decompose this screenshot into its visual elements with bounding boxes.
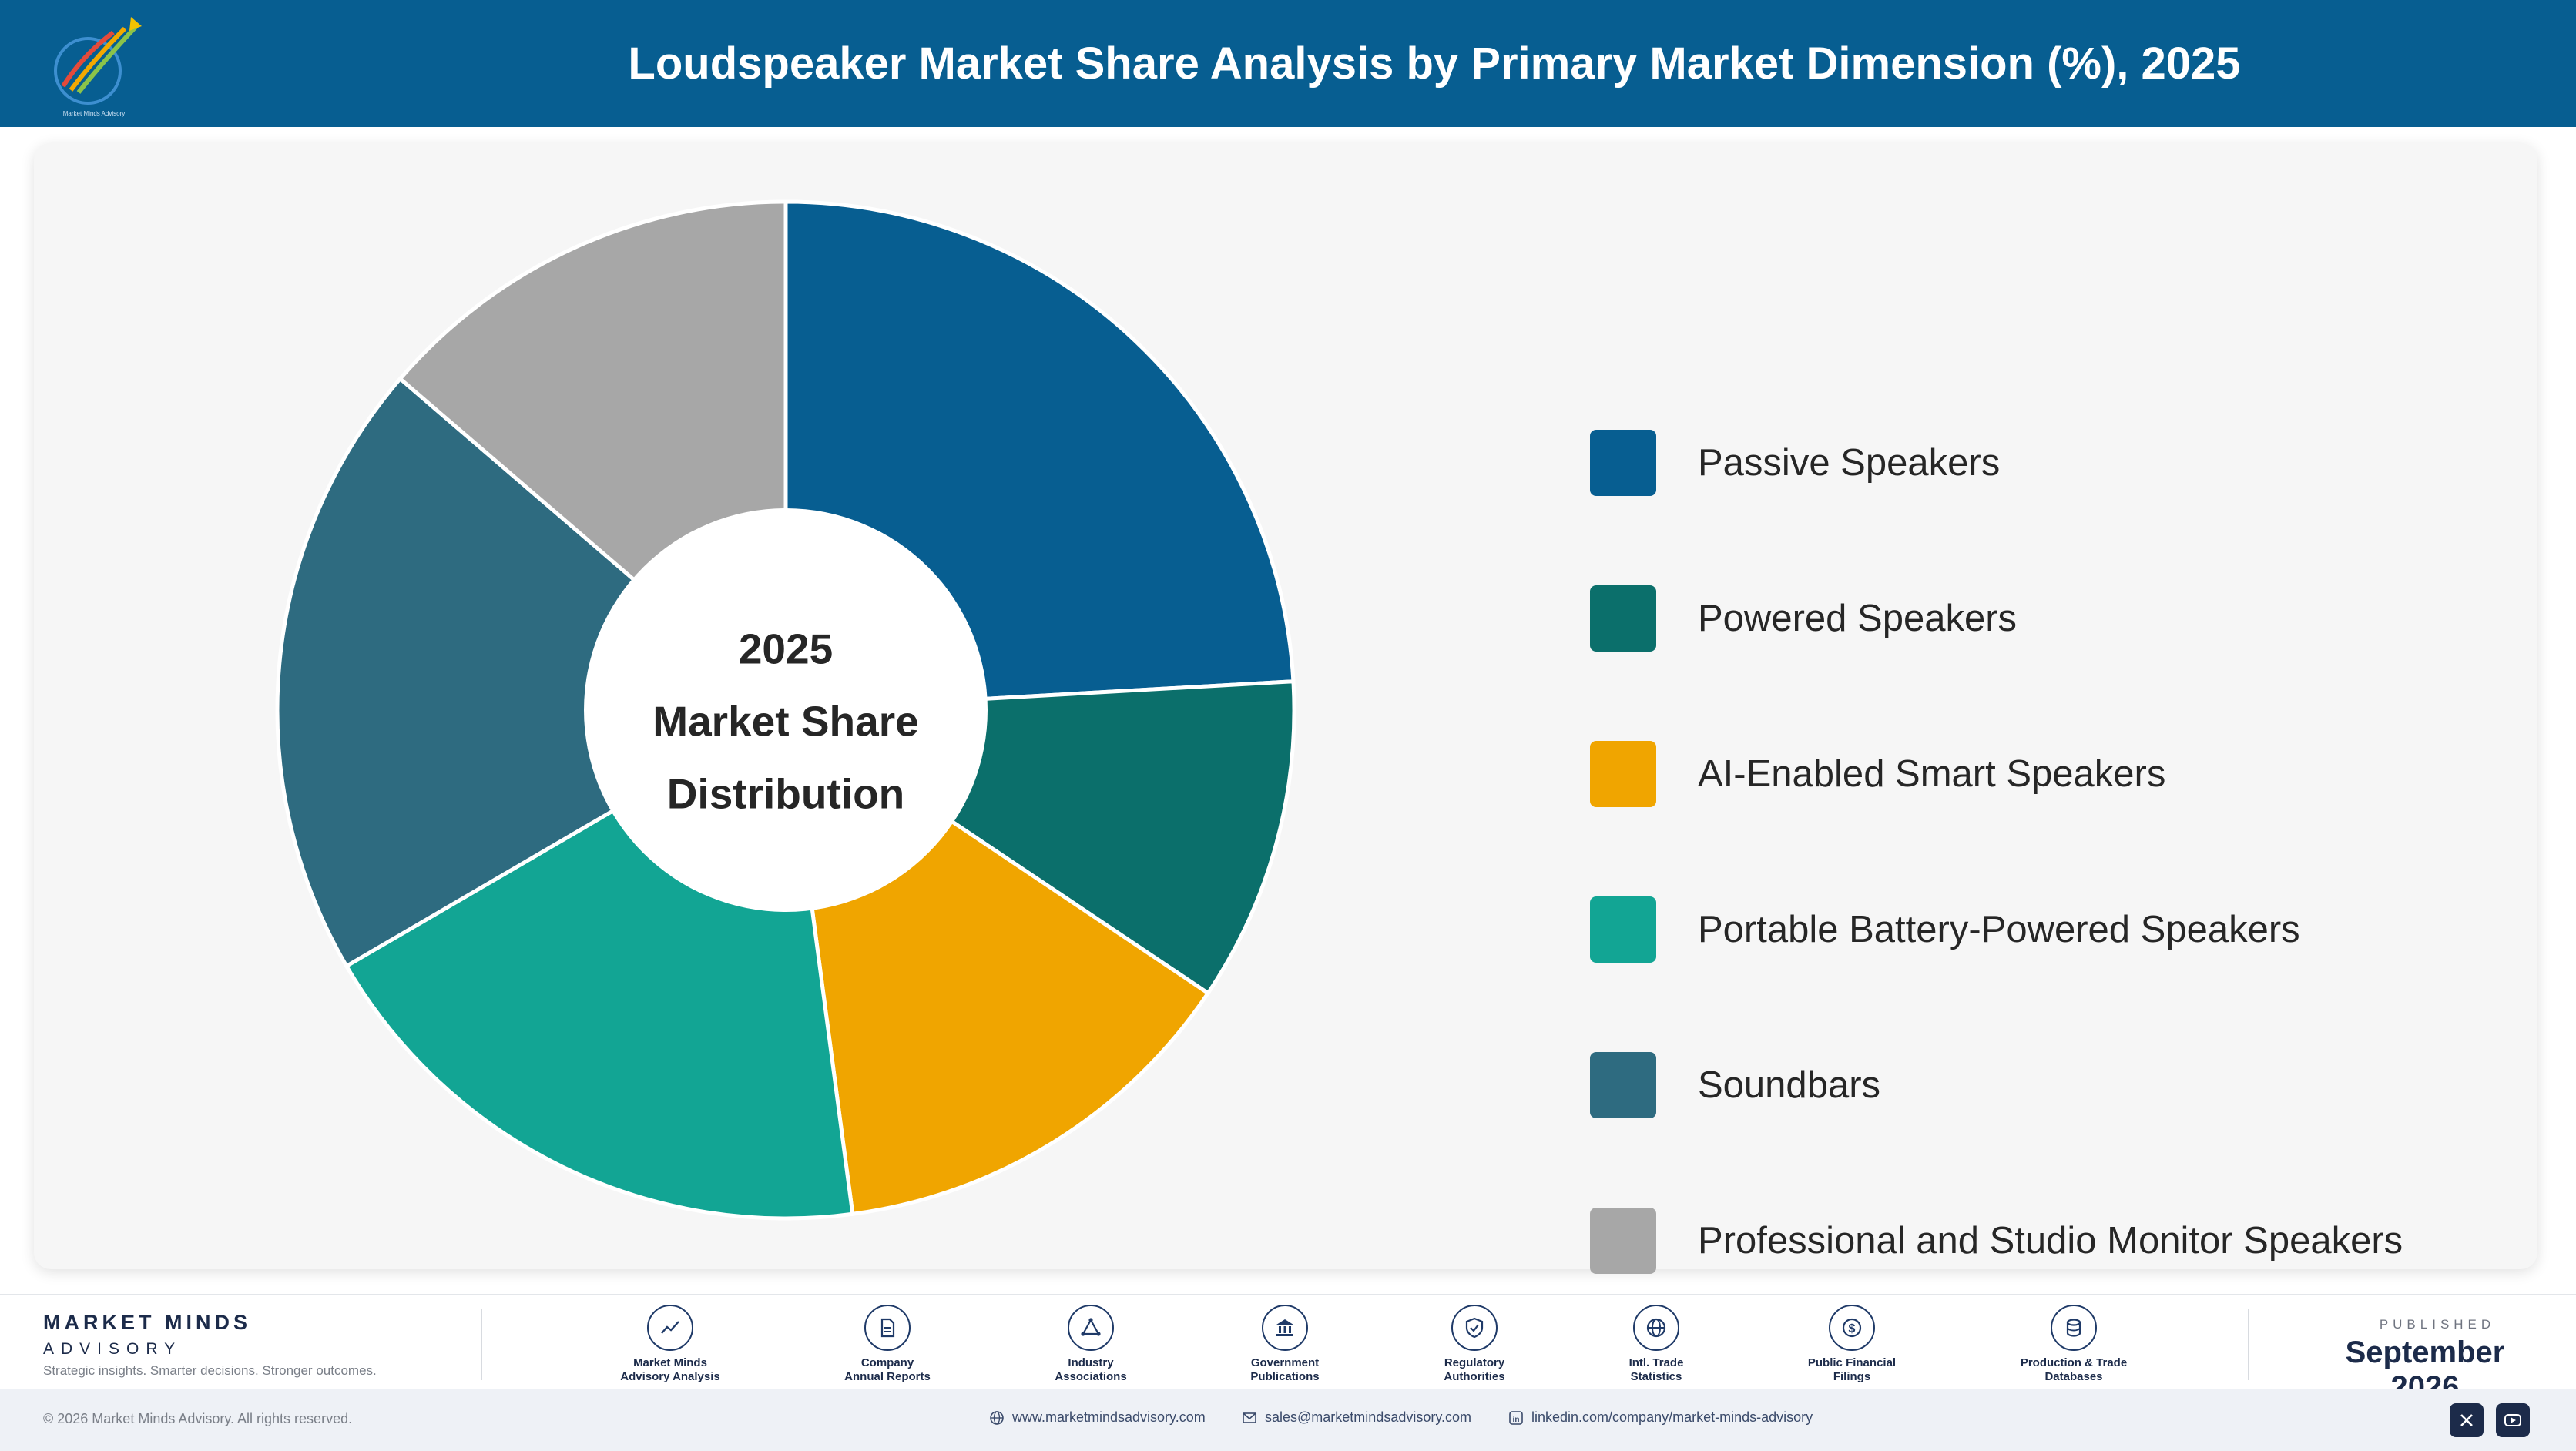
- source-label-line1: Government: [1250, 1356, 1320, 1369]
- legend-item[interactable]: Portable Battery-Powered Speakers: [1590, 896, 2514, 964]
- source-production-trade-databases[interactable]: Production & Trade Databases: [1997, 1305, 2151, 1384]
- svg-text:in: in: [1513, 1416, 1520, 1424]
- brand-subtitle: ADVISORY: [43, 1340, 183, 1358]
- market-share-donut-chart: 2025 Market Share Distribution: [275, 199, 1296, 1221]
- legend-label: Portable Battery-Powered Speakers: [1698, 909, 2300, 950]
- copyright-text: © 2026 Market Minds Advisory. All rights…: [43, 1411, 353, 1426]
- legend-swatch: [1590, 896, 1656, 963]
- x-icon[interactable]: [2450, 1403, 2484, 1437]
- database-icon: [2051, 1305, 2097, 1351]
- center-label-year: 2025: [739, 625, 833, 673]
- legend-label: AI-Enabled Smart Speakers: [1698, 753, 2166, 795]
- legend-swatch: [1590, 1208, 1656, 1274]
- source-label-line2: Annual Reports: [844, 1370, 931, 1383]
- source-company-annual-reports[interactable]: Company Annual Reports: [810, 1305, 964, 1384]
- donut-center: [584, 508, 988, 912]
- svg-text:Market Minds Advisory: Market Minds Advisory: [63, 110, 125, 117]
- legend-item[interactable]: Soundbars: [1590, 1052, 2514, 1120]
- source-label-line2: Authorities: [1444, 1370, 1505, 1383]
- linkedin-text: linkedin.com/company/market-minds-adviso…: [1531, 1409, 1813, 1425]
- legend-swatch: [1590, 1052, 1656, 1118]
- linkedin-icon: in: [1508, 1410, 1524, 1426]
- legend-label: Powered Speakers: [1698, 598, 2018, 639]
- globe-icon: [1633, 1305, 1679, 1351]
- email-text: sales@marketmindsadvisory.com: [1265, 1409, 1472, 1425]
- source-regulatory-authorities[interactable]: Regulatory Authorities: [1397, 1305, 1551, 1384]
- legend-label: Passive Speakers: [1698, 442, 2001, 484]
- legend-swatch: [1590, 430, 1656, 496]
- footer-divider: [481, 1309, 482, 1380]
- chart-card: 2025 Market Share Distribution Passive S…: [34, 143, 2537, 1274]
- center-label-title: Market Share: [652, 698, 918, 746]
- shield-check-icon: [1451, 1305, 1498, 1351]
- source-intl-trade-statistics[interactable]: Intl. Trade Statistics: [1579, 1305, 1733, 1384]
- legend-item[interactable]: Professional and Studio Monitor Speakers: [1590, 1208, 2514, 1275]
- legend-item[interactable]: Powered Speakers: [1590, 585, 2514, 653]
- source-label-line1: Intl. Trade: [1628, 1356, 1684, 1369]
- published-label: PUBLISHED: [2379, 1317, 2496, 1332]
- source-label-line2: Databases: [2044, 1370, 2103, 1383]
- network-icon: [1068, 1305, 1114, 1351]
- legend-swatch: [1590, 585, 1656, 652]
- source-public-financial-filings[interactable]: $ Public Financial Filings: [1775, 1305, 1929, 1384]
- source-label-line1: Company: [860, 1356, 914, 1369]
- legend-item[interactable]: AI-Enabled Smart Speakers: [1590, 741, 2514, 809]
- source-label-line1: Public Financial: [1807, 1356, 1897, 1369]
- brand-tagline: Strategic insights. Smarter decisions. S…: [43, 1363, 377, 1378]
- source-government-publications[interactable]: Government Publications: [1208, 1305, 1362, 1384]
- source-label-line2: Advisory Analysis: [620, 1370, 720, 1383]
- source-label-line1: Market Minds: [633, 1356, 707, 1369]
- trend-chart-icon: [647, 1305, 693, 1351]
- footer: MARKET MINDS ADVISORY Strategic insights…: [0, 1294, 2576, 1451]
- government-building-icon: [1262, 1305, 1308, 1351]
- source-label-line2: Publications: [1250, 1370, 1320, 1383]
- source-label-line2: Statistics: [1630, 1370, 1682, 1383]
- footer-divider: [2248, 1309, 2249, 1380]
- legend-label: Soundbars: [1698, 1064, 1881, 1106]
- source-industry-associations[interactable]: Industry Associations: [1014, 1305, 1168, 1384]
- center-label-subtitle: Distribution: [667, 770, 905, 818]
- dollar-coin-icon: $: [1829, 1305, 1875, 1351]
- svg-text:$: $: [1849, 1322, 1856, 1335]
- published-date: September 2026: [2345, 1335, 2505, 1404]
- mail-icon: [1242, 1410, 1257, 1426]
- footer-bottom-bar: © 2026 Market Minds Advisory. All rights…: [0, 1389, 2576, 1451]
- youtube-icon[interactable]: [2496, 1403, 2530, 1437]
- brand-name: MARKET MINDS: [43, 1311, 251, 1334]
- pie-slice-soundbars[interactable]: [275, 376, 790, 969]
- source-market-minds-analysis[interactable]: Market Minds Advisory Analysis: [593, 1305, 747, 1384]
- website-link[interactable]: www.marketmindsadvisory.com: [989, 1409, 1206, 1426]
- website-text: www.marketmindsadvisory.com: [1012, 1409, 1206, 1425]
- page-title: Loudspeaker Market Share Analysis by Pri…: [628, 39, 2241, 89]
- legend-label: Professional and Studio Monitor Speakers: [1698, 1220, 2403, 1262]
- globe-icon: [989, 1410, 1005, 1426]
- legend-swatch: [1590, 741, 1656, 807]
- source-label-line2: Filings: [1833, 1370, 1871, 1383]
- source-label-line1: Industry: [1068, 1356, 1114, 1369]
- linkedin-link[interactable]: in linkedin.com/company/market-minds-adv…: [1508, 1409, 1813, 1426]
- header-bar: Market Minds Advisory Loudspeaker Market…: [0, 0, 2576, 127]
- email-link[interactable]: sales@marketmindsadvisory.com: [1242, 1409, 1471, 1426]
- document-icon: [864, 1305, 911, 1351]
- source-label-line1: Production & Trade: [2020, 1356, 2128, 1369]
- source-label-line2: Associations: [1055, 1370, 1127, 1383]
- source-label-line1: Regulatory: [1444, 1356, 1505, 1369]
- market-minds-logo-icon[interactable]: Market Minds Advisory: [40, 9, 148, 121]
- legend-item[interactable]: Passive Speakers: [1590, 430, 2514, 498]
